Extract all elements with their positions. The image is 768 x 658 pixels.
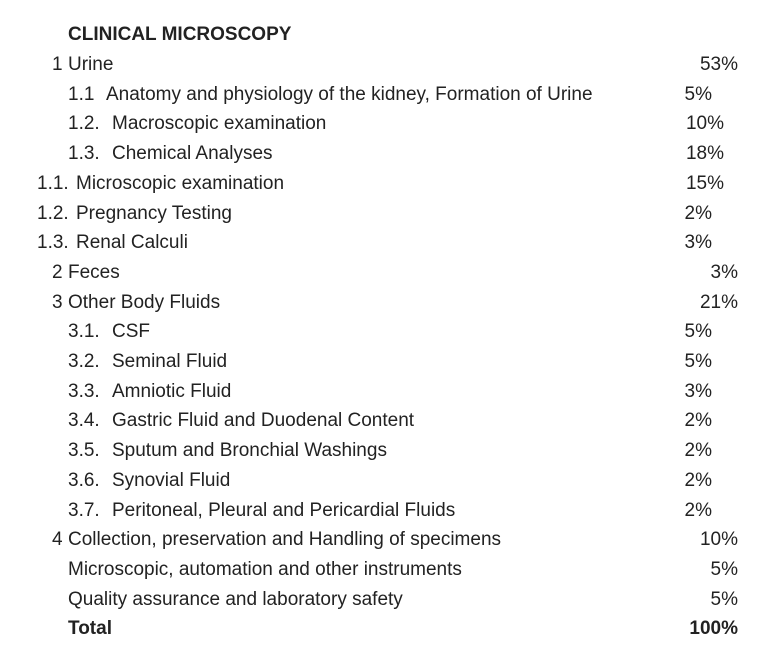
row-percent: 2% [684, 440, 712, 462]
row-percent: 3% [710, 261, 738, 283]
row-label: Collection, preservation and Handling of… [68, 529, 502, 551]
row-label: Microscopic, automation and other instru… [68, 558, 462, 580]
row-percent: 5% [684, 83, 712, 105]
row-label: Macroscopic examination [112, 113, 327, 135]
row-number: 1.3. [68, 143, 100, 165]
row-percent: 2% [684, 202, 712, 224]
row-label: Pregnancy Testing [76, 202, 232, 224]
row-number: 3 [52, 291, 63, 313]
row-number: 1 [52, 54, 63, 75]
row-number: 3.1. [68, 321, 100, 343]
row-number: 3.3. [68, 380, 100, 402]
row-number: 3.7. [68, 499, 100, 521]
row-number: 1.2. [37, 202, 69, 224]
row-number: 1.2. [68, 113, 100, 135]
total-label: Total [68, 618, 112, 640]
row-label: Other Body Fluids [68, 291, 221, 313]
total-percent: 100% [689, 618, 738, 640]
row-percent: 5% [684, 321, 712, 343]
row-percent: 18% [685, 143, 724, 165]
row-percent: 21% [699, 291, 738, 313]
row-label: Sputum and Bronchial Washings [112, 440, 387, 462]
row-percent: 10% [685, 113, 724, 135]
row-percent: 2% [684, 469, 712, 491]
row-label: Quality assurance and laboratory safety [68, 588, 403, 610]
row-number: 3.5. [68, 440, 100, 462]
row-label: Renal Calculi [76, 232, 188, 254]
row-number: 3.4. [68, 410, 100, 432]
row-percent: 3% [684, 380, 712, 402]
row-label: Anatomy and physiology of the kidney, Fo… [106, 83, 593, 105]
row-percent: 2% [684, 410, 712, 432]
row-percent: 3% [684, 232, 712, 254]
row-number: 1.1 [68, 83, 95, 105]
row-number: 3.6. [68, 469, 100, 491]
row-label: Amniotic Fluid [112, 380, 232, 402]
row-label: Peritoneal, Pleural and Pericardial Flui… [112, 499, 456, 521]
row-number: 1.1. [37, 172, 69, 194]
row-number: 4 [52, 529, 63, 551]
row-label: Seminal Fluid [112, 351, 228, 372]
row-label: Urine [68, 54, 114, 75]
row-number: 1.3. [37, 232, 69, 254]
row-percent: 53% [699, 54, 738, 75]
row-number: 2 [52, 261, 63, 283]
row-percent: 15% [685, 172, 724, 194]
row-percent: 5% [684, 351, 712, 372]
row-percent: 10% [699, 529, 738, 551]
row-percent: 5% [710, 588, 738, 610]
row-label: Synovial Fluid [112, 469, 231, 491]
title: CLINICAL MICROSCOPY [68, 24, 292, 45]
row-label: Microscopic examination [76, 172, 285, 194]
row-label: Gastric Fluid and Duodenal Content [112, 410, 415, 432]
row-label: Chemical Analyses [112, 143, 273, 165]
row-number: 3.2. [68, 351, 100, 372]
row-label: Feces [68, 261, 120, 283]
row-percent: 2% [684, 499, 712, 521]
row-label: CSF [112, 321, 150, 343]
row-percent: 5% [710, 558, 738, 580]
